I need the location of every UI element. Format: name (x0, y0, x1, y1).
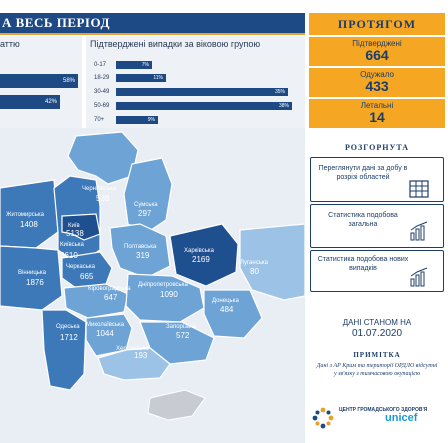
age-row: 18-29 11% (86, 73, 305, 83)
daily-regions-card[interactable]: Переглянути дані за добу в розрізі облас… (310, 157, 444, 202)
table-icon (409, 180, 429, 198)
region-kirovohrad[interactable] (63, 283, 129, 319)
region-value: 538 (96, 194, 110, 203)
region-value: 80 (250, 267, 259, 276)
region-label: Донецька (212, 298, 239, 304)
age-group-label: 18-29 (94, 75, 110, 81)
region-vinnytsia[interactable] (0, 245, 63, 311)
age-row: 50-69 38% (86, 101, 305, 111)
region-value: 647 (104, 293, 118, 302)
note-heading: ПРИМІТКА (353, 351, 401, 359)
region-poltava[interactable] (109, 223, 171, 279)
gender-bar: 42% (0, 95, 60, 109)
daily-header: ПРОТЯГОМ (309, 13, 445, 35)
age-section: Підтверджені випадки за віковою групою 0… (86, 36, 305, 128)
age-bar: 38% (116, 102, 292, 110)
age-title: Підтверджені випадки за віковою групою (90, 39, 261, 49)
region-kherson[interactable] (97, 347, 171, 381)
region-label: Житомирська (6, 212, 45, 218)
age-bar: 35% (116, 88, 288, 96)
age-bar: 11% (116, 74, 166, 82)
region-dnipro[interactable] (125, 273, 205, 323)
region-value: 297 (138, 209, 152, 218)
region-odesa[interactable] (41, 309, 87, 391)
card-label: Статистика подобова нових випадків (317, 256, 409, 272)
region-luhansk[interactable] (239, 223, 305, 301)
region-sumy[interactable] (123, 157, 173, 233)
region-value: 2169 (192, 255, 210, 264)
age-bar: 9% (116, 116, 158, 124)
period-header: А ВЕСЬ ПЕРІОД (0, 13, 305, 35)
region-label: Чернігівська (82, 186, 117, 192)
region-label: Вінницька (18, 270, 47, 276)
region-label: Одеська (56, 324, 80, 330)
region-label: Дніпропетровська (138, 282, 188, 288)
unicef-logo: unicef (385, 412, 418, 424)
region-label: Київська (60, 242, 85, 248)
region-zhytomyr[interactable] (0, 179, 59, 249)
bar-chart-icon (410, 221, 428, 241)
region-label: Сумська (134, 202, 158, 208)
region-value: 2610 (60, 251, 78, 260)
card-label: Статистика подобова загальна (328, 212, 398, 228)
region-chernihiv[interactable] (67, 131, 139, 185)
gender-section: аттю 58% 42% (0, 36, 82, 128)
note-text: Дані з АР Крим та території ОРДЛО відсут… (316, 363, 438, 377)
region-label: Харківська (184, 248, 215, 254)
map-svg: Чернігівська 538 Сумська 297 Житомирська… (0, 131, 305, 421)
region-kharkiv[interactable] (169, 223, 239, 287)
age-bar: 7% (116, 61, 152, 69)
region-donetsk[interactable] (203, 289, 263, 339)
region-value: 1876 (26, 278, 44, 287)
stat-deaths: Летальні 14 (309, 99, 445, 128)
age-row: 30-49 35% (86, 87, 305, 97)
region-value: 5138 (66, 229, 84, 238)
cgz-logo-text: ЦЕНТР ГРОМАДСЬКОГО ЗДОРОВ'Я (339, 407, 428, 413)
logos: ЦЕНТР ГРОМАДСЬКОГО ЗДОРОВ'Я unicef (309, 404, 445, 434)
region-label: Запорізька (166, 324, 197, 330)
age-group-label: 30-49 (94, 89, 110, 95)
region-label: Луганська (240, 260, 269, 266)
age-row: 70+ 9% (86, 115, 305, 125)
ukraine-map: Чернігівська 538 Сумська 297 Житомирська… (0, 128, 305, 443)
region-value: 1712 (60, 333, 78, 342)
cgz-logo-icon (312, 407, 334, 429)
region-label: Кіровоградська (88, 286, 131, 292)
region-value: 484 (220, 305, 234, 314)
stat-recovered: Одужало 433 (309, 68, 445, 97)
region-value: 665 (80, 272, 94, 281)
region-label: Київ (68, 223, 80, 229)
region-label: Миколаївська (86, 322, 125, 328)
daily-total-card[interactable]: Статистика подобова загальна (310, 204, 444, 248)
region-label: Херсонська (116, 346, 149, 352)
as-of-label: ДАНІ СТАНОМ НА (342, 318, 412, 327)
region-value: 1090 (160, 290, 178, 299)
region-label: Черкаська (66, 264, 96, 270)
region-value: 319 (136, 251, 150, 260)
daily-new-cases-card[interactable]: Статистика подобова нових випадків (310, 250, 444, 292)
region-value: 572 (176, 331, 190, 340)
stat-confirmed: Підтверджені 664 (309, 37, 445, 66)
region-value: 1408 (20, 220, 38, 229)
age-group-label: 0-17 (94, 62, 107, 68)
card-label: Переглянути дані за добу в розрізі облас… (318, 165, 408, 181)
region-value: 1044 (96, 329, 114, 338)
expanded-heading: РОЗГОРНУТА (344, 143, 410, 152)
gender-bar: 58% (0, 74, 78, 88)
gender-title: аттю (0, 39, 20, 49)
age-group-label: 70+ (94, 117, 105, 123)
region-crimea (147, 389, 206, 421)
region-kyiv-city[interactable] (61, 213, 101, 241)
age-group-label: 50-69 (94, 103, 110, 109)
bar-chart-icon (410, 267, 428, 287)
age-row: 0-17 7% (86, 60, 305, 70)
as-of-date: 01.07.2020 (351, 328, 403, 339)
region-label: Полтавська (124, 244, 157, 250)
region-value: 193 (134, 351, 148, 360)
